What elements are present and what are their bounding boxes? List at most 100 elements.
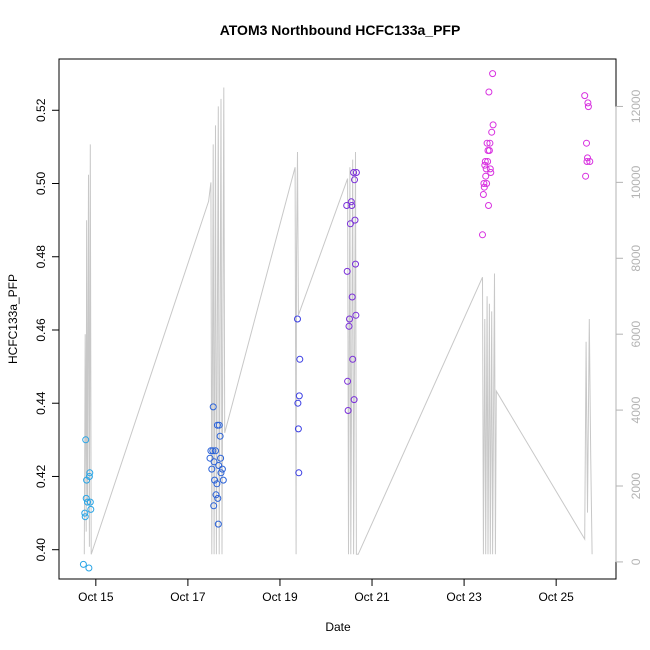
data-point [79,560,87,568]
data-point [209,403,217,411]
data-point [210,502,218,510]
data-point [350,396,358,404]
data-point [489,70,497,78]
data-point [294,425,302,433]
data-point [348,202,356,209]
data-point [486,139,494,147]
data-point [206,454,214,462]
data-point [295,469,303,477]
data-point [217,454,225,462]
y-tick-label: 0.40 [34,538,48,562]
data-point [584,99,592,107]
x-tick-label: Oct 21 [354,590,390,604]
data-point [480,183,488,191]
data-point [480,180,488,187]
data-point [488,128,496,136]
data-point [208,465,216,473]
data-points [79,70,594,572]
y2-tick-label: 6000 [629,321,643,348]
data-point [350,169,358,176]
data-point [582,172,590,180]
data-point [351,176,358,184]
data-point [294,399,302,407]
data-point [87,505,95,513]
x-tick-label: Oct 15 [78,590,114,604]
data-point [218,465,226,473]
data-point [212,447,219,455]
data-point [85,564,93,572]
plot-frame [58,58,617,580]
data-point [81,509,89,517]
data-point [344,407,352,414]
altitude-series [83,87,593,555]
y-axis-right: 0 2000 4000 6000 8000 10000 12000 [615,89,643,565]
data-point [85,473,93,480]
data-point [213,480,221,488]
x-axis: Oct 15 Oct 17 Oct 19 Oct 21 Oct 23 Oct 25 [78,579,574,604]
data-point [483,139,491,147]
x-axis-label: Date [325,620,351,634]
data-point [345,322,353,330]
data-point [343,267,351,275]
data-point [86,498,94,506]
data-point [86,469,94,477]
data-point [487,169,495,176]
data-point [484,158,492,165]
data-point [346,220,354,228]
x-tick-label: Oct 25 [538,590,574,604]
data-point [479,191,487,198]
data-point [216,432,224,440]
data-point [584,154,591,162]
x-tick-label: Oct 23 [446,590,482,604]
data-point [352,260,359,268]
data-point [584,103,592,111]
data-point [344,377,352,385]
y-tick-label: 0.50 [34,171,48,195]
data-point [82,436,90,444]
chart-title: ATOM3 Northbound HCFC133a_PFP [220,22,461,38]
data-point [349,355,357,363]
data-point [583,139,590,147]
y2-tick-label: 10000 [629,165,643,199]
y2-tick-label: 0 [629,558,643,565]
altitude-line [83,87,593,555]
data-point [214,520,222,528]
data-point [207,447,215,455]
data-point [482,165,490,173]
y2-tick-label: 2000 [629,472,643,499]
data-point [296,355,304,363]
data-point [581,92,589,100]
data-point [295,392,303,400]
data-point [352,311,360,319]
data-point [210,458,218,466]
data-point [482,172,490,180]
data-point [485,147,493,154]
data-point [343,202,351,209]
data-point [489,121,497,129]
data-point [212,491,220,499]
data-point [219,476,227,484]
y-axis-label: HCFC133a_PFP [6,274,20,364]
data-point [215,462,223,469]
data-point [347,198,355,206]
y2-tick-label: 12000 [629,89,643,123]
data-point [485,88,493,96]
y2-tick-label: 4000 [629,396,643,423]
data-point [84,498,91,506]
y2-tick-label: 8000 [629,245,643,272]
data-point [346,315,353,323]
data-point [82,494,90,502]
x-tick-label: Oct 19 [262,590,298,604]
data-point [481,158,489,165]
data-point [483,180,491,187]
data-point [214,494,222,502]
y-axis-left: 0.40 0.42 0.44 0.46 0.48 0.50 0.52 [34,98,59,561]
y-tick-label: 0.44 [34,391,48,415]
data-point [81,513,89,521]
y-tick-label: 0.42 [34,464,48,488]
data-point [352,169,360,176]
data-point [211,476,219,484]
y-tick-label: 0.46 [34,318,48,342]
data-point [486,165,494,173]
